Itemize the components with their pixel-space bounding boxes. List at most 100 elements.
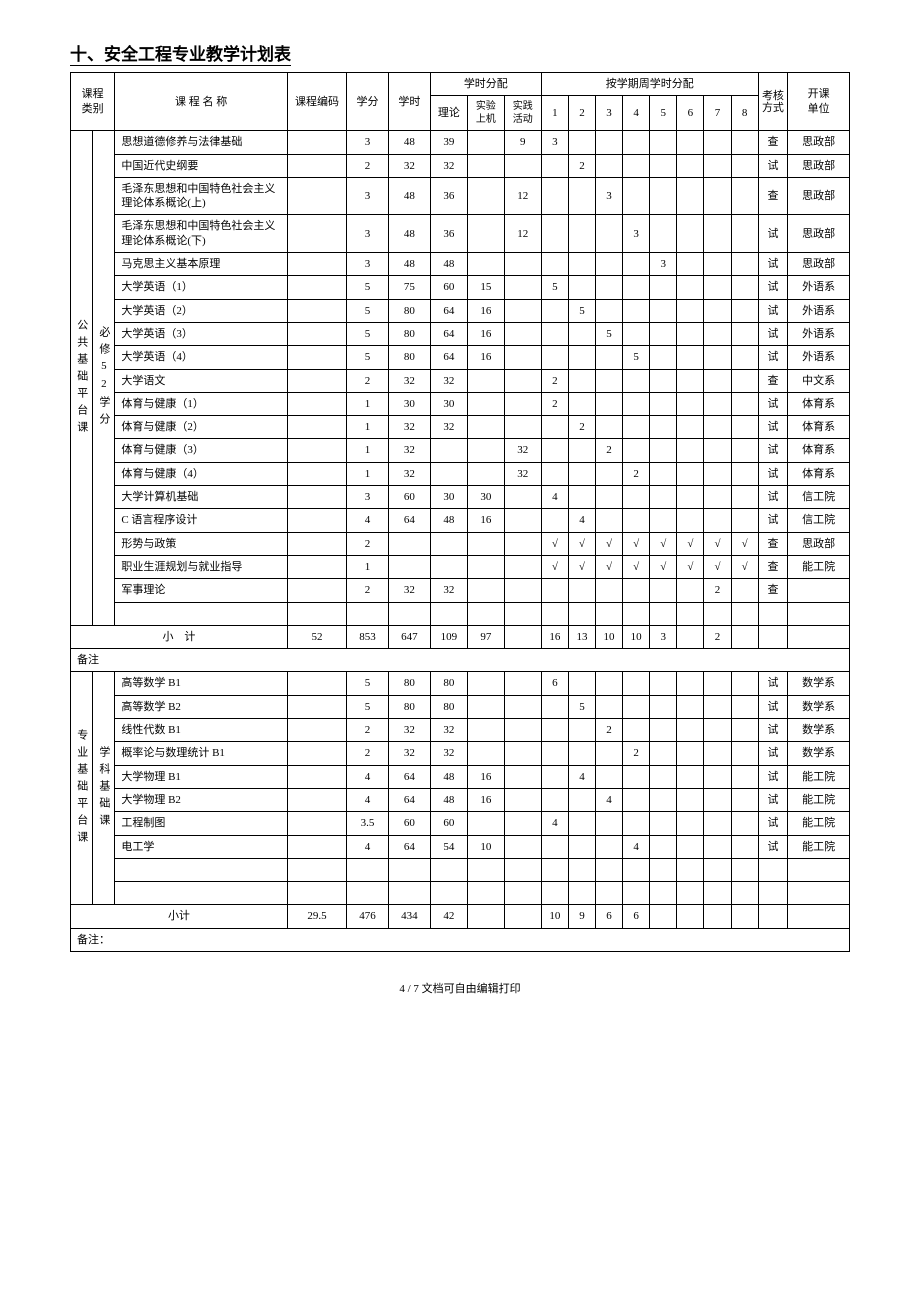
cell-s1 <box>541 719 568 742</box>
cell-s5 <box>650 215 677 253</box>
subtotal1-lab: 109 <box>430 625 467 648</box>
cell-hours: 80 <box>388 346 430 369</box>
cell-assess: 查 <box>758 579 788 602</box>
table-row: 大学物理 B146448164试能工院 <box>71 765 850 788</box>
cell-credit: 4 <box>347 788 389 811</box>
course-name: 体育与健康（3） <box>115 439 288 462</box>
cell-credit: 3 <box>347 486 389 509</box>
cell-s6 <box>677 509 704 532</box>
cell-assess: 试 <box>758 253 788 276</box>
cell-s3 <box>596 392 623 415</box>
cell-s8 <box>731 253 758 276</box>
cell-s2 <box>568 742 595 765</box>
cell-s3 <box>596 742 623 765</box>
course-name: 形势与政策 <box>115 532 288 555</box>
course-name: 大学语文 <box>115 369 288 392</box>
cell-hours: 64 <box>388 765 430 788</box>
cell-hours: 64 <box>388 509 430 532</box>
cell-lab: 16 <box>467 765 504 788</box>
cell-s4: √ <box>623 532 650 555</box>
cell-s8: √ <box>731 555 758 578</box>
cell-assess: 试 <box>758 765 788 788</box>
cell-s8 <box>731 369 758 392</box>
course-code <box>287 462 346 485</box>
course-code <box>287 812 346 835</box>
cell-s8: √ <box>731 532 758 555</box>
cell-s6 <box>677 392 704 415</box>
cell-s7 <box>704 462 731 485</box>
cell-s6 <box>677 695 704 718</box>
cell-dept: 体育系 <box>788 416 850 439</box>
cell-theory: 54 <box>430 835 467 858</box>
cell-credit: 5 <box>347 299 389 322</box>
table-row: 概率论与数理统计 B1232322试数学系 <box>71 742 850 765</box>
cell-s8 <box>731 765 758 788</box>
course-name: 大学英语（3） <box>115 322 288 345</box>
subtotal2-hours: 476 <box>347 905 389 928</box>
cell-s5 <box>650 322 677 345</box>
cell-dept: 能工院 <box>788 555 850 578</box>
cell-lab <box>467 177 504 215</box>
course-name: 工程制图 <box>115 812 288 835</box>
cell-s7 <box>704 695 731 718</box>
cell-dept: 思政部 <box>788 215 850 253</box>
cell-credit: 3 <box>347 131 389 154</box>
course-code <box>287 392 346 415</box>
cell-assess: 试 <box>758 215 788 253</box>
cell-theory <box>430 532 467 555</box>
cell-dept: 外语系 <box>788 346 850 369</box>
subtotal-row-2: 小计 29.5 476 434 42 10 9 6 6 <box>71 905 850 928</box>
cell-lab <box>467 579 504 602</box>
table-row: 毛泽东思想和中国特色社会主义理论体系概论(下)34836123试思政部 <box>71 215 850 253</box>
course-code <box>287 253 346 276</box>
cell-hours: 48 <box>388 131 430 154</box>
cell-s4 <box>623 177 650 215</box>
cell-s5 <box>650 346 677 369</box>
course-code <box>287 719 346 742</box>
cell-credit: 5 <box>347 672 389 695</box>
cell-s3 <box>596 215 623 253</box>
cell-s6 <box>677 742 704 765</box>
cell-s1 <box>541 579 568 602</box>
cell-assess: 试 <box>758 788 788 811</box>
course-code <box>287 131 346 154</box>
subtotal2-s4: 6 <box>623 905 650 928</box>
cell-assess: 试 <box>758 742 788 765</box>
cell-s8 <box>731 719 758 742</box>
cell-s3: 5 <box>596 322 623 345</box>
cell-practice <box>504 276 541 299</box>
cell-s7 <box>704 742 731 765</box>
subtotal1-s4: 10 <box>623 625 650 648</box>
course-name: 高等数学 B2 <box>115 695 288 718</box>
course-name: 大学英语（1） <box>115 276 288 299</box>
cell-s2: 5 <box>568 695 595 718</box>
cell-s7 <box>704 131 731 154</box>
cell-s1 <box>541 788 568 811</box>
cell-assess: 试 <box>758 276 788 299</box>
subtotal1-practice: 97 <box>467 625 504 648</box>
cell-credit: 2 <box>347 719 389 742</box>
hdr-name: 课 程 名 称 <box>115 73 288 131</box>
cell-assess: 试 <box>758 509 788 532</box>
cell-hours: 32 <box>388 462 430 485</box>
course-name: 中国近代史纲要 <box>115 154 288 177</box>
cell-s4: 2 <box>623 742 650 765</box>
course-code <box>287 215 346 253</box>
cell-lab: 16 <box>467 346 504 369</box>
cell-s5 <box>650 299 677 322</box>
cell-s1: 2 <box>541 392 568 415</box>
table-row: 电工学46454104试能工院 <box>71 835 850 858</box>
cell-s5 <box>650 276 677 299</box>
cell-s4 <box>623 579 650 602</box>
cell-hours: 32 <box>388 742 430 765</box>
cell-s4 <box>623 369 650 392</box>
cell-theory: 30 <box>430 392 467 415</box>
cell-practice <box>504 486 541 509</box>
cell-credit: 4 <box>347 509 389 532</box>
course-code <box>287 369 346 392</box>
hdr-theory: 理论 <box>430 96 467 131</box>
cell-lab <box>467 416 504 439</box>
cell-practice <box>504 719 541 742</box>
course-name: 大学计算机基础 <box>115 486 288 509</box>
cell-practice <box>504 672 541 695</box>
